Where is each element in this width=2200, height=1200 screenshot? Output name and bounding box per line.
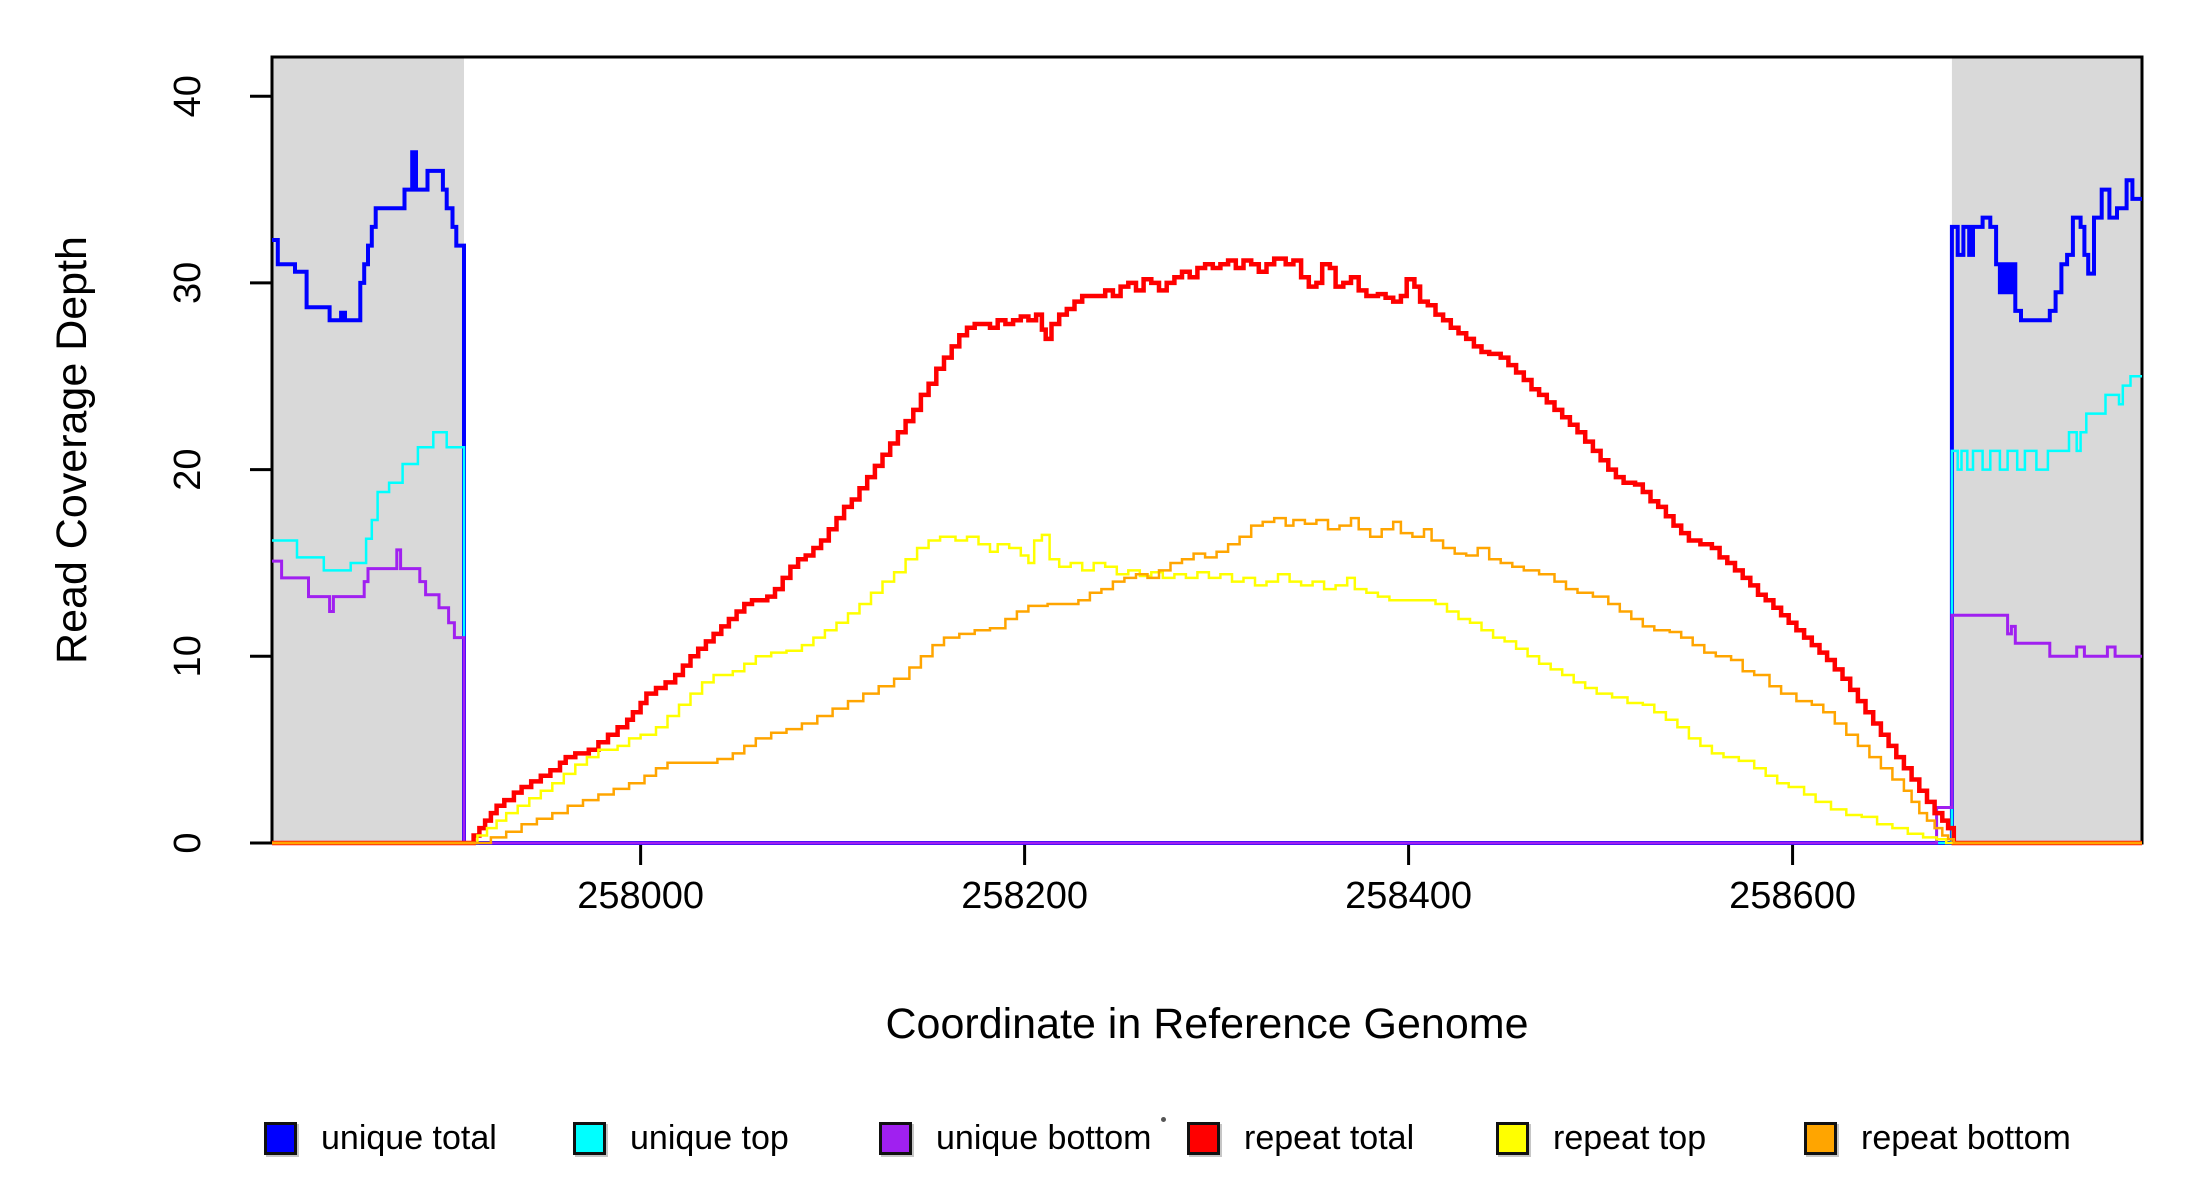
legend-label: unique total	[321, 1118, 497, 1157]
series-unique-total	[272, 150, 2142, 845]
y-tick-label: 40	[167, 75, 209, 117]
series-repeat-bottom	[272, 516, 2142, 845]
legend-item-repeat-bottom: repeat bottom	[1804, 1118, 2071, 1158]
legend-item-repeat-top: repeat top	[1496, 1118, 1706, 1158]
x-tick-label: 258400	[1345, 875, 1472, 917]
legend-swatch-icon	[573, 1121, 606, 1155]
legend-label: repeat top	[1553, 1118, 1707, 1157]
legend-item-unique-bottom: unique bottom	[879, 1118, 1152, 1158]
legend-label: repeat total	[1244, 1118, 1415, 1157]
legend-swatch-icon	[879, 1121, 912, 1155]
x-tick-label: 258000	[577, 875, 704, 917]
legend-item-unique-top: unique top	[573, 1118, 789, 1158]
series-repeat-top	[272, 533, 2142, 845]
stray-dot-artifact	[1161, 1117, 1166, 1122]
legend-label: repeat bottom	[1861, 1118, 2071, 1157]
y-axis-title: Read Coverage Depth	[48, 236, 96, 664]
series-unique-top	[272, 375, 2142, 845]
y-tick-label: 10	[167, 635, 209, 677]
legend-label: unique bottom	[936, 1118, 1152, 1157]
legend-swatch-icon	[1804, 1121, 1837, 1155]
plot-legend: unique total unique top unique bottom repea…	[0, 1118, 2200, 1164]
legend-label: unique top	[630, 1118, 789, 1157]
legend-swatch-icon	[1496, 1121, 1529, 1155]
x-tick-label: 258200	[961, 875, 1088, 917]
series-repeat-total	[272, 256, 2142, 846]
legend-swatch-icon	[1187, 1121, 1220, 1155]
y-tick-label: 20	[167, 448, 209, 490]
y-tick-label: 30	[167, 262, 209, 304]
x-axis-title: Coordinate in Reference Genome	[886, 1000, 1529, 1048]
x-tick-label: 258600	[1729, 875, 1856, 917]
series-unique-bottom	[272, 548, 2142, 845]
y-tick-label: 0	[167, 832, 209, 853]
legend-swatch-icon	[264, 1121, 297, 1155]
legend-item-repeat-total: repeat total	[1187, 1118, 1414, 1158]
legend-item-unique-total: unique total	[264, 1118, 497, 1158]
shaded-region-left	[272, 57, 464, 843]
plot-background	[272, 57, 2142, 843]
